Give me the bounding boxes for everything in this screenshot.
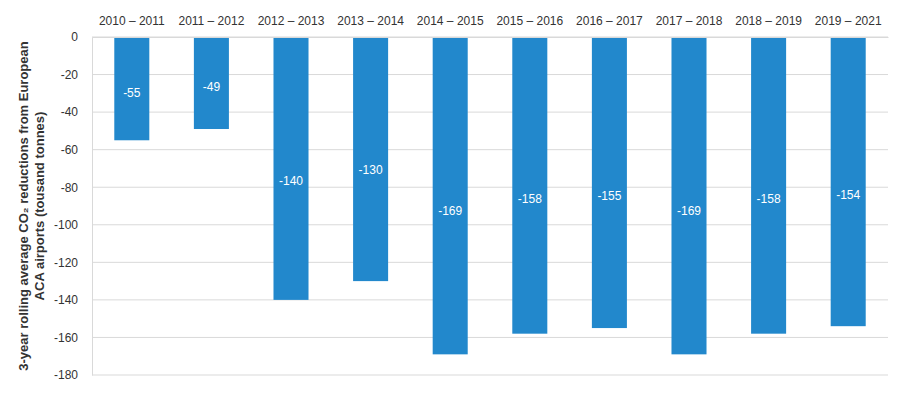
grid-line xyxy=(92,37,888,38)
x-tick: 2013 – 2014 xyxy=(337,14,404,37)
bars xyxy=(114,37,865,354)
x-axis-line xyxy=(93,37,889,38)
plot: -180 -160 -140 -120 -100 -80 -60 -40 -20 0 2010 – … xyxy=(54,14,889,382)
y-tick-label: -20 xyxy=(61,68,79,82)
y-tick-label: -160 xyxy=(54,331,78,345)
bar xyxy=(114,37,149,140)
y-tick-label: 0 xyxy=(71,30,78,44)
y-tick: -100 xyxy=(54,218,92,232)
y-tick-label: -120 xyxy=(54,256,78,270)
bar xyxy=(592,37,627,328)
y-tick-label: -60 xyxy=(61,143,79,157)
bar xyxy=(433,37,468,354)
x-tick-label: 2015 – 2016 xyxy=(496,14,563,28)
grid-line xyxy=(92,375,888,376)
grid-line xyxy=(92,337,888,338)
data-label: -158 xyxy=(518,192,542,206)
x-tick-label: 2013 – 2014 xyxy=(337,14,404,28)
x-tick-label: 2012 – 2013 xyxy=(258,14,325,28)
bar xyxy=(831,37,866,326)
x-tick-label: 2016 – 2017 xyxy=(576,14,643,28)
x-tick: 2014 – 2015 xyxy=(417,14,484,37)
data-label: -169 xyxy=(438,204,462,218)
y-tick: -20 xyxy=(61,68,92,82)
x-tick-label: 2017 – 2018 xyxy=(656,14,723,28)
data-label: -158 xyxy=(757,192,781,206)
data-label: -155 xyxy=(597,189,621,203)
bar xyxy=(194,37,229,129)
data-label: -154 xyxy=(836,188,860,202)
x-tick: 2010 – 2011 xyxy=(99,14,165,37)
bar xyxy=(671,37,706,354)
x-tick: 2011 – 2012 xyxy=(178,14,244,37)
y-tick: -40 xyxy=(61,105,92,119)
y-tick: -80 xyxy=(61,181,92,195)
data-label: -55 xyxy=(123,86,141,100)
y-tick-label: -80 xyxy=(61,181,79,195)
chart: -180 -160 -140 -120 -100 -80 -60 -40 -20 0 2010 – … xyxy=(0,0,904,398)
x-tick: 2018 – 2019 xyxy=(735,14,802,37)
x-tick: 2016 – 2017 xyxy=(576,14,643,37)
data-label: -130 xyxy=(359,163,383,177)
y-tick-label: -180 xyxy=(54,368,78,382)
y-tick: -160 xyxy=(54,331,92,345)
y-axis-line xyxy=(92,38,93,376)
y-tick-label: -140 xyxy=(54,293,78,307)
x-tick: 2012 – 2013 xyxy=(258,14,325,37)
x-tick: 2015 – 2016 xyxy=(496,14,563,37)
x-tick-label: 2014 – 2015 xyxy=(417,14,484,28)
y-tick: 0 xyxy=(71,30,92,44)
grid xyxy=(92,37,888,375)
y-tick: -140 xyxy=(54,293,92,307)
x-tick: 2019 – 2021 xyxy=(815,14,882,37)
x-tick-label: 2011 – 2012 xyxy=(178,14,244,28)
y-axis-title: 3-year rolling average CO₂ reductions fr… xyxy=(16,41,47,370)
y-axis-title-line: ACA airports (tousand tonnes) xyxy=(32,112,47,301)
x-axis: 2010 – 2011 2011 – 2012 2012 – 2013 2013 – … xyxy=(93,14,889,38)
x-tick-label: 2010 – 2011 xyxy=(99,14,165,28)
y-tick-label: -40 xyxy=(61,105,79,119)
bar xyxy=(273,37,308,300)
y-tick: -180 xyxy=(54,368,92,382)
data-label: -169 xyxy=(677,204,701,218)
y-axis: -180 -160 -140 -120 -100 -80 -60 -40 -20 0 xyxy=(54,30,93,382)
data-label: -140 xyxy=(279,174,303,188)
x-tick: 2017 – 2018 xyxy=(656,14,723,37)
y-tick-label: -100 xyxy=(54,218,78,232)
bar xyxy=(512,37,547,334)
data-label: -49 xyxy=(203,80,221,94)
bar xyxy=(353,37,388,281)
y-axis-title-line: 3-year rolling average CO₂ reductions fr… xyxy=(16,41,31,370)
x-tick-label: 2019 – 2021 xyxy=(815,14,882,28)
y-tick: -60 xyxy=(61,143,92,157)
data-labels: -55 -49 -140 -130 -169 -158 -155 -169 -158 -154 xyxy=(123,80,860,218)
y-tick: -120 xyxy=(54,256,92,270)
bar xyxy=(751,37,786,334)
x-tick-label: 2018 – 2019 xyxy=(735,14,802,28)
